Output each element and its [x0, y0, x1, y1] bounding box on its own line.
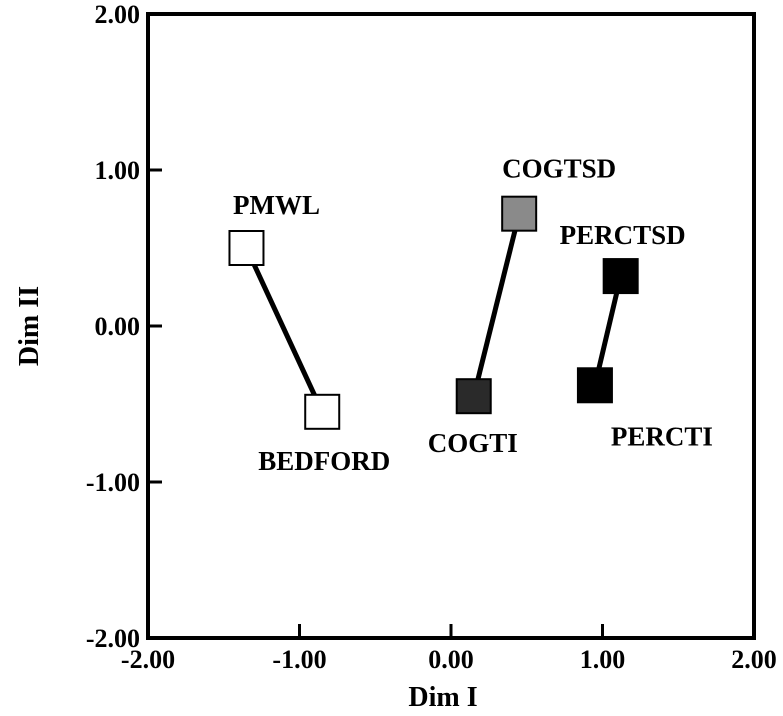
- x-tick-label: -2.00: [121, 645, 175, 674]
- y-tick-label: 2.00: [95, 0, 141, 29]
- point-markers: [228, 195, 639, 430]
- point-label-pmwl: PMWL: [233, 190, 320, 220]
- y-tick-label: 1.00: [95, 156, 141, 185]
- point-marker-cogtsd: [501, 195, 538, 232]
- point-label-bedford: BEDFORD: [258, 446, 390, 476]
- point-marker-perctsd: [602, 258, 639, 295]
- connection-line: [471, 213, 522, 397]
- point-labels: PMWL BEDFORD COGTSD COGTI PERCTSD PERCTI: [233, 154, 713, 476]
- x-tick-label: 0.00: [428, 645, 474, 674]
- y-axis-title: Dim II: [14, 286, 45, 366]
- point-marker-percti: [576, 367, 613, 404]
- x-tick-label: -1.00: [272, 645, 326, 674]
- connection-lines: [244, 213, 624, 413]
- point-marker-bedford: [304, 393, 341, 430]
- x-axis-title: Dim I: [408, 682, 477, 713]
- y-tick-label: -1.00: [86, 468, 140, 497]
- x-tick-label: 1.00: [580, 645, 626, 674]
- y-tick-label: -2.00: [86, 624, 140, 653]
- tick-labels: -2.00 -1.00 0.00 1.00 2.00 -2.00 -1.00 0.00 1.00…: [86, 0, 777, 674]
- tick-marks: [148, 168, 604, 638]
- point-label-cogti: COGTI: [428, 428, 518, 458]
- connection-line: [592, 275, 624, 386]
- point-label-cogtsd: COGTSD: [502, 154, 616, 184]
- connection-line: [244, 246, 325, 413]
- y-tick-label: 0.00: [95, 312, 141, 341]
- point-label-perctsd: PERCTSD: [560, 220, 686, 250]
- point-marker-pmwl: [228, 230, 265, 266]
- plot-frame: [146, 12, 756, 640]
- point-label-percti: PERCTI: [611, 421, 713, 451]
- point-marker-cogti: [455, 378, 492, 415]
- x-tick-label: 2.00: [731, 645, 777, 674]
